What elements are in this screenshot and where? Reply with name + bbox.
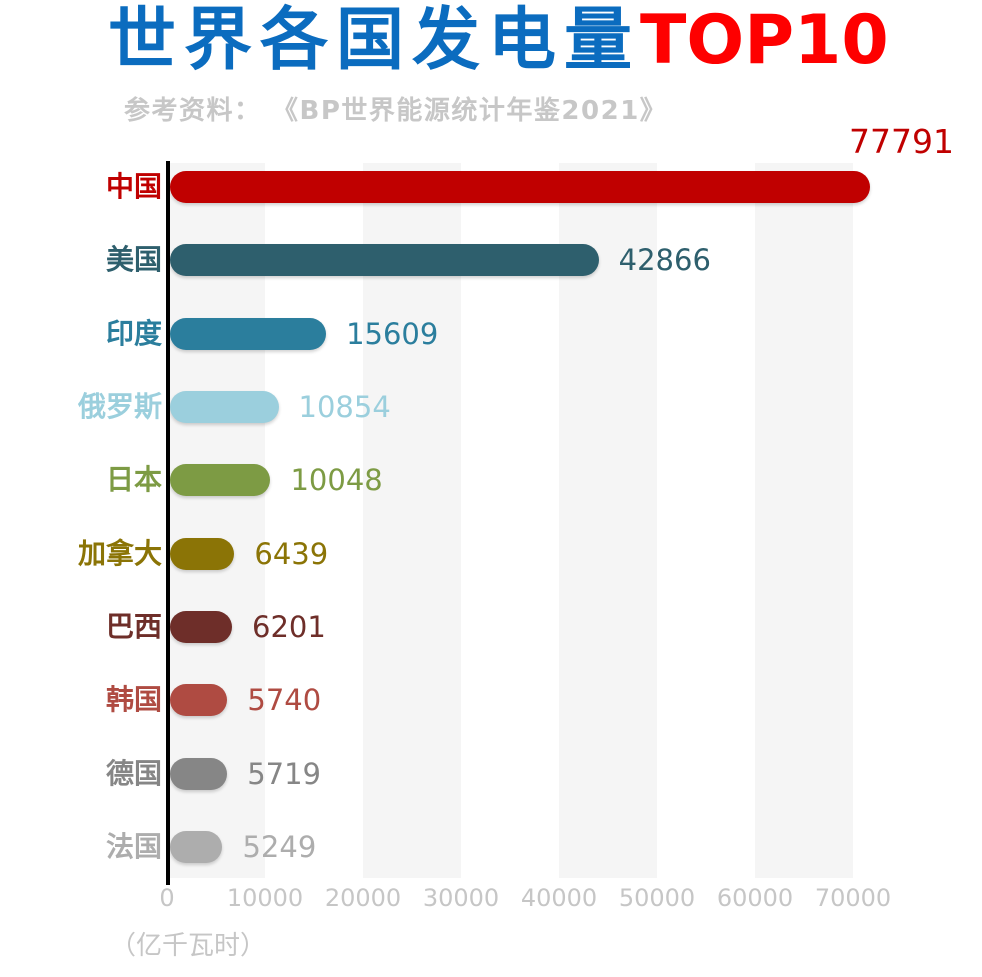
value-label: 5740: [247, 683, 322, 718]
x-tick-label: 70000: [814, 884, 892, 912]
value-label: 42866: [618, 243, 711, 278]
plot-stripes: [167, 163, 951, 878]
value-label: 6439: [254, 536, 329, 571]
x-tick-label: 20000: [324, 884, 402, 912]
x-tick-label: 10000: [226, 884, 304, 912]
category-label: 印度: [105, 316, 162, 350]
bar: [170, 537, 235, 570]
bar: [170, 684, 228, 717]
category-label: 美国: [105, 243, 162, 277]
page-title: 世界各国发电量TOP10: [108, 4, 889, 77]
value-label: 10048: [290, 463, 383, 498]
page-title-highlight: TOP10: [640, 1, 889, 80]
bar: [170, 757, 228, 790]
x-tick-label: 60000: [716, 884, 794, 912]
category-label: 巴西: [105, 610, 162, 644]
category-label: 中国: [105, 170, 162, 203]
bar: [170, 391, 279, 424]
value-label-top: 77791: [849, 122, 954, 161]
x-tick-label: 30000: [422, 884, 500, 912]
bar: [170, 611, 232, 644]
x-tick-label: 40000: [520, 884, 598, 912]
value-label: 10854: [298, 390, 391, 425]
category-label: 法国: [105, 830, 162, 864]
x-tick-label: 50000: [618, 884, 696, 912]
chart-source-note: 参考资料： 《BP世界能源统计年鉴2021》: [124, 96, 668, 126]
x-tick-label: 0: [159, 884, 175, 912]
bar: [170, 171, 870, 203]
y-axis-line: [166, 161, 170, 885]
value-label: 5249: [242, 830, 317, 865]
category-label: 日本: [105, 463, 162, 497]
category-label: 韩国: [105, 683, 162, 717]
bar: [170, 244, 599, 277]
category-label: 俄罗斯: [77, 390, 162, 424]
axis-unit-label: （亿千瓦时）: [110, 931, 267, 961]
value-label: 6201: [252, 610, 326, 645]
bar: [170, 831, 223, 864]
bar: [170, 464, 271, 497]
bar: [170, 317, 327, 350]
page-title-main: 世界各国发电量: [108, 1, 641, 80]
value-label: 5719: [247, 756, 321, 791]
category-label: 德国: [105, 756, 162, 790]
category-label: 加拿大: [77, 536, 162, 570]
value-label: 15609: [346, 316, 439, 351]
